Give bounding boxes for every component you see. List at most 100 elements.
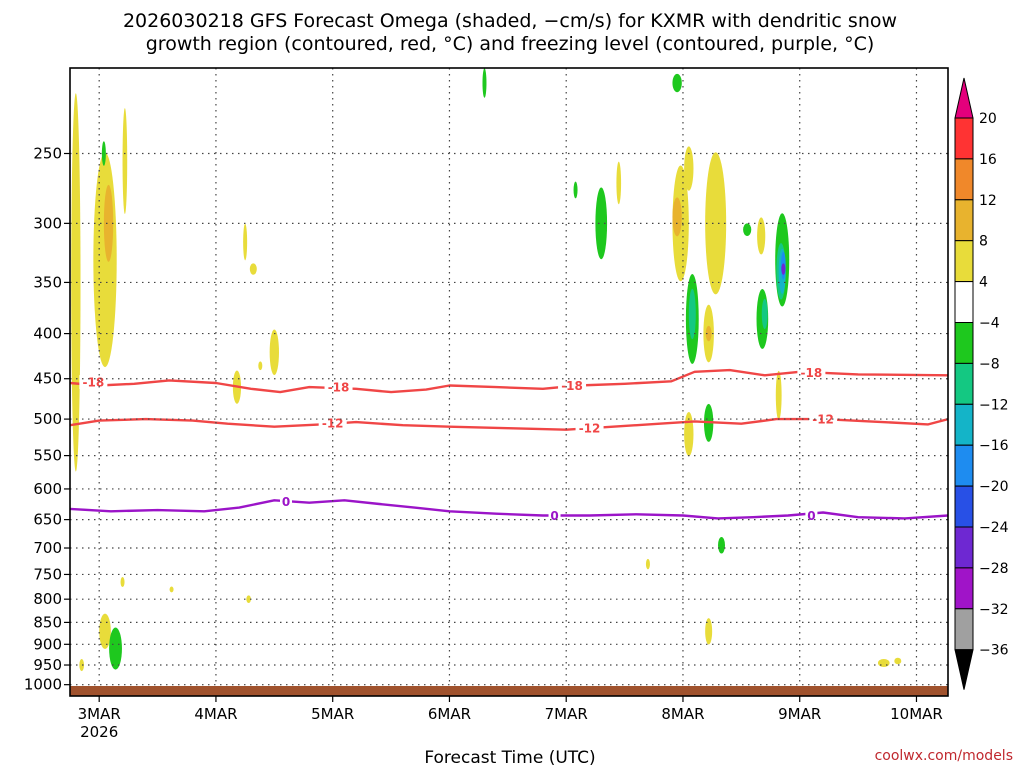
y-tick-label: 700 <box>33 539 62 557</box>
y-tick-label: 400 <box>33 325 62 343</box>
x-tick-label: 9MAR <box>778 705 821 723</box>
colorbar-bottom-arrow <box>954 649 974 690</box>
colorbar-swatch <box>954 281 974 324</box>
ground-strip <box>70 686 948 696</box>
colorbar-swatch <box>954 608 974 651</box>
y-tick-label: 550 <box>33 447 62 465</box>
contour-label: -18 <box>801 366 823 380</box>
omega-shaded-region <box>99 613 111 649</box>
y-tick-label: 300 <box>33 214 62 232</box>
colorbar-swatch <box>954 526 974 569</box>
omega-shaded-region <box>894 657 902 665</box>
x-tick-label: 3MAR <box>78 705 121 723</box>
contour-label-bg <box>805 508 818 523</box>
y-tick-label: 450 <box>33 370 62 388</box>
omega-shaded-region <box>757 217 766 255</box>
omega-shaded-region <box>705 325 712 342</box>
omega-shaded-region <box>482 68 487 98</box>
contour-label: -18 <box>561 379 583 393</box>
omega-shaded-region <box>705 618 713 645</box>
contour-label: -18 <box>328 381 350 395</box>
omega-shaded-region <box>761 298 768 330</box>
colorbar-tick-label: −36 <box>979 643 1009 659</box>
omega-shaded-region <box>743 223 752 236</box>
omega-shaded-region <box>71 93 81 472</box>
chart-title-line: growth region (contoured, red, °C) and f… <box>146 33 875 55</box>
colorbar-tick-label: 16 <box>979 152 997 168</box>
x-tick-label: 6MAR <box>428 705 471 723</box>
x-tick-label: 5MAR <box>311 705 354 723</box>
omega-shaded-region <box>109 627 122 670</box>
contour-label: 0 <box>282 495 290 509</box>
contour-label-bg <box>324 380 353 395</box>
contour-label: -12 <box>579 422 601 436</box>
contour-label-bg <box>575 421 604 436</box>
x-tick-label: 7MAR <box>545 705 588 723</box>
omega-shaded-region <box>122 108 128 215</box>
omega-shaded-region <box>101 141 106 166</box>
x-axis-label: Forecast Time (UTC) <box>424 748 595 768</box>
contour-label: 0 <box>807 509 815 523</box>
colorbar-swatch <box>954 199 974 242</box>
colorbar-swatch <box>954 158 974 201</box>
y-tick-label: 350 <box>33 273 62 291</box>
omega-shaded-region <box>877 658 890 668</box>
colorbar-tick-label: −28 <box>979 561 1009 577</box>
omega-shaded-region <box>688 288 696 340</box>
omega-shaded-region <box>269 329 279 376</box>
contour-line <box>70 417 948 431</box>
colorbar-swatch <box>954 403 974 446</box>
colorbar-tick-label: −12 <box>979 397 1009 413</box>
y-tick-label: 250 <box>33 144 62 162</box>
contour-label: -12 <box>812 413 834 427</box>
y-tick-label: 800 <box>33 590 62 608</box>
colorbar-swatch <box>954 362 974 405</box>
colorbar-tick-label: −4 <box>979 316 1000 332</box>
chart-title-line: 2026030218 GFS Forecast Omega (shaded, −… <box>123 10 897 32</box>
omega-shaded-region <box>120 577 125 588</box>
y-tick-label: 1000 <box>24 676 62 694</box>
colorbar-swatch <box>954 322 974 364</box>
colorbar-tick-label: −20 <box>979 479 1009 495</box>
omega-shaded-region <box>573 181 578 199</box>
omega-shaded-region <box>243 223 248 261</box>
y-tick-label: 750 <box>33 565 62 583</box>
colorbar-swatch <box>954 485 974 528</box>
y-tick-label: 850 <box>33 613 62 631</box>
y-tick-label: 950 <box>33 656 62 674</box>
contour-label: 0 <box>550 509 558 523</box>
x-tick-sublabel: 2026 <box>80 723 118 741</box>
colorbar-tick-label: 20 <box>979 111 997 127</box>
y-tick-label: 500 <box>33 410 62 428</box>
omega-shaded-region <box>93 152 117 368</box>
colorbar-tick-label: −32 <box>979 602 1009 618</box>
colorbar-swatch <box>954 444 974 487</box>
contour-line <box>70 499 948 520</box>
contour-line <box>70 368 948 394</box>
contour-label: -18 <box>83 376 105 390</box>
colorbar-tick-label: −16 <box>979 438 1009 454</box>
y-tick-label: 900 <box>33 635 62 653</box>
omega-shaded-region <box>672 73 682 93</box>
omega-shaded-region <box>169 586 174 593</box>
omega-shaded-region <box>79 658 85 672</box>
omega-shaded-region <box>595 187 608 260</box>
colorbar-tick-label: 12 <box>979 193 997 209</box>
y-tick-label: 600 <box>33 480 62 498</box>
colorbar-tick-label: 4 <box>979 275 988 291</box>
colorbar-swatch <box>954 567 974 610</box>
omega-shaded-region <box>249 263 257 275</box>
colorbar-swatch <box>954 117 974 160</box>
omega-shaded-region <box>672 197 682 237</box>
colorbar-top-arrow <box>954 77 974 119</box>
credit-label: coolwx.com/models <box>875 748 1013 764</box>
colorbar-swatch <box>954 240 974 283</box>
colorbar-tick-label: −8 <box>979 356 1000 372</box>
omega-shaded-region <box>684 146 694 191</box>
omega-shaded-region <box>775 370 782 420</box>
y-tick-label: 650 <box>33 511 62 529</box>
omega-shaded-region <box>246 595 251 604</box>
contour-label-bg <box>548 508 561 523</box>
